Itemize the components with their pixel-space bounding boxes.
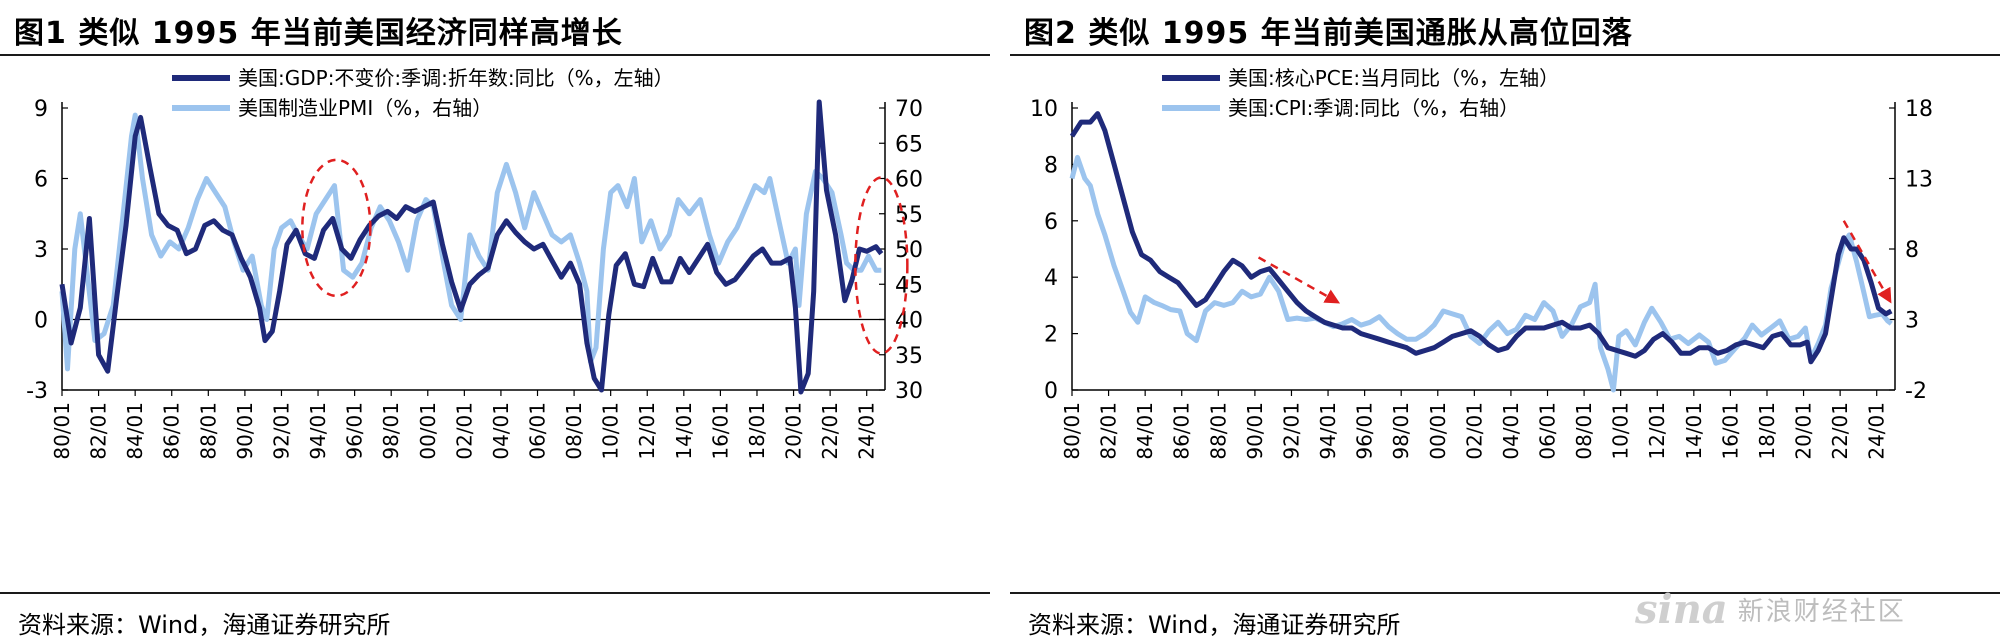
- right-tick-label: 55: [895, 203, 923, 228]
- x-tick-label: 14/01: [672, 402, 696, 460]
- source-rule: [0, 592, 990, 594]
- left-tick-label: 3: [34, 238, 48, 263]
- x-tick-label: 02/01: [452, 402, 476, 460]
- x-tick-label: 02/01: [1462, 402, 1486, 460]
- right-tick-label: 3: [1905, 309, 1919, 334]
- title-rule: [1010, 54, 2000, 56]
- right-tick-label: 50: [895, 238, 923, 263]
- x-tick-label: 00/01: [416, 402, 440, 460]
- x-tick-label: 18/01: [745, 402, 769, 460]
- x-tick-label: 86/01: [1170, 402, 1194, 460]
- right-tick-label: 13: [1905, 168, 1933, 193]
- right-tick-label: 70: [895, 97, 923, 122]
- x-tick-label: 16/01: [1718, 402, 1742, 460]
- x-tick-label: 90/01: [233, 402, 257, 460]
- right-tick-label: 8: [1905, 238, 1919, 263]
- x-tick-label: 82/01: [87, 402, 111, 460]
- left-tick-label: 6: [34, 168, 48, 193]
- x-tick-label: 20/01: [782, 402, 806, 460]
- left-tick-label: 0: [1044, 379, 1058, 404]
- x-tick-label: 96/01: [343, 402, 367, 460]
- left-tick-label: 4: [1044, 266, 1058, 291]
- x-tick-label: 16/01: [708, 402, 732, 460]
- left-tick-label: 8: [1044, 153, 1058, 178]
- right-tick-label: 30: [895, 379, 923, 404]
- right-tick-label: -2: [1905, 379, 1927, 404]
- x-tick-label: 22/01: [1828, 402, 1852, 460]
- series-line-left: [59, 99, 884, 395]
- left-tick-label: 6: [1044, 210, 1058, 235]
- x-tick-label: 92/01: [269, 402, 293, 460]
- x-tick-label: 84/01: [1133, 402, 1157, 460]
- x-tick-label: 10/01: [599, 402, 623, 460]
- x-tick-label: 10/01: [1609, 402, 1633, 460]
- x-tick-label: 94/01: [1316, 402, 1340, 460]
- x-tick-label: 84/01: [123, 402, 147, 460]
- legend-label: 美国:CPI:季调:同比（%，右轴）: [1228, 96, 1519, 120]
- highlight-ellipse-1995: [301, 158, 372, 298]
- x-tick-label: 80/01: [50, 402, 74, 460]
- legend-label: 美国制造业PMI（%，右轴）: [238, 96, 492, 120]
- series-line-left: [1069, 111, 1893, 365]
- x-tick-label: 20/01: [1792, 402, 1816, 460]
- x-tick-label: 96/01: [1353, 402, 1377, 460]
- figure-2-source: 资料来源：Wind，海通证券研究所: [1028, 611, 1401, 639]
- highlight-ellipse-2024: [854, 176, 909, 355]
- x-tick-label: 14/01: [1682, 402, 1706, 460]
- x-tick-label: 92/01: [1279, 402, 1303, 460]
- x-tick-label: 08/01: [562, 402, 586, 460]
- x-tick-label: 06/01: [526, 402, 550, 460]
- legend-label: 美国:GDP:不变价:季调:折年数:同比（%，左轴）: [238, 66, 674, 90]
- x-tick-label: 00/01: [1426, 402, 1450, 460]
- title-rule: [0, 54, 990, 56]
- x-tick-label: 80/01: [1060, 402, 1084, 460]
- downtrend-arrow-1990s: [1257, 256, 1341, 304]
- series-line-right: [1069, 154, 1893, 393]
- pce-cpi-chart: 0 2 4 6 8 10 -2 3 8 13 18 80/01 82/01 84/01 86/01 88/01…: [1030, 66, 1933, 460]
- x-tick-label: 24/01: [855, 402, 879, 460]
- right-tick-label: 40: [895, 309, 923, 334]
- sina-watermark: sina 新浪财经社区: [1635, 585, 1906, 633]
- x-tick-label: 94/01: [306, 402, 330, 460]
- left-tick-label: -3: [26, 379, 48, 404]
- right-tick-label: 18: [1905, 97, 1933, 122]
- x-tick-label: 18/01: [1755, 402, 1779, 460]
- right-tick-label: 65: [895, 132, 923, 157]
- x-tick-label: 86/01: [160, 402, 184, 460]
- source-rule: [1010, 592, 2000, 594]
- figure-1-panel: 图1 类似 1995 年当前美国经济同样高增长 -3 0 3 6 9 30 35 40 45 50…: [0, 0, 990, 642]
- sina-logo-icon: sina: [1635, 585, 1728, 633]
- figure-1-title: 图1 类似 1995 年当前美国经济同样高增长: [14, 16, 623, 51]
- x-tick-label: 88/01: [1206, 402, 1230, 460]
- x-tick-label: 04/01: [1499, 402, 1523, 460]
- x-tick-label: 88/01: [196, 402, 220, 460]
- left-tick-label: 10: [1030, 97, 1058, 122]
- x-tick-label: 04/01: [489, 402, 513, 460]
- x-tick-label: 08/01: [1572, 402, 1596, 460]
- x-tick-label: 90/01: [1243, 402, 1267, 460]
- gdp-pmi-chart: -3 0 3 6 9 30 35 40 45 50 55 60 65 70 80/01 82/01 84/01 8…: [26, 66, 923, 460]
- x-tick-label: 12/01: [635, 402, 659, 460]
- legend-label: 美国:核心PCE:当月同比（%，左轴）: [1228, 66, 1559, 90]
- right-tick-label: 45: [895, 273, 923, 298]
- figure-2-title: 图2 类似 1995 年当前美国通胀从高位回落: [1024, 16, 1633, 51]
- x-tick-label: 98/01: [1389, 402, 1413, 460]
- right-tick-label: 60: [895, 168, 923, 193]
- left-tick-label: 2: [1044, 323, 1058, 348]
- x-tick-label: 12/01: [1645, 402, 1669, 460]
- downtrend-arrow-2020s: [1842, 220, 1892, 304]
- right-tick-label: 35: [895, 344, 923, 369]
- series-line-right: [59, 112, 882, 372]
- left-tick-label: 9: [34, 97, 48, 122]
- x-tick-label: 24/01: [1865, 402, 1889, 460]
- figure-1-source: 资料来源：Wind，海通证券研究所: [18, 611, 391, 639]
- figure-2-panel: 图2 类似 1995 年当前美国通胀从高位回落 0 2 4 6 8 10 -2 3 8 13 18 8…: [1010, 0, 2000, 642]
- left-tick-label: 0: [34, 309, 48, 334]
- x-tick-label: 06/01: [1536, 402, 1560, 460]
- x-tick-label: 98/01: [379, 402, 403, 460]
- x-tick-label: 82/01: [1097, 402, 1121, 460]
- watermark-text: 新浪财经社区: [1737, 596, 1906, 627]
- x-tick-label: 22/01: [818, 402, 842, 460]
